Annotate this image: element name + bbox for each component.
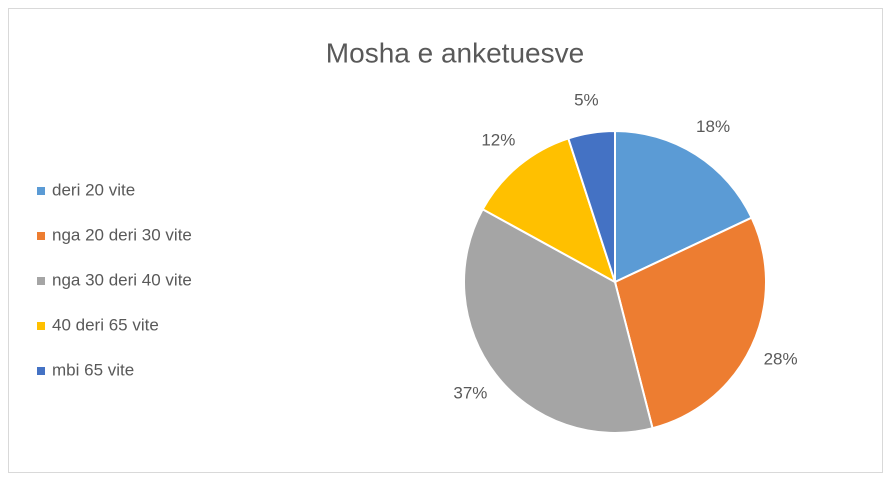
legend-label: 40 deri 65 vite [52,315,159,334]
pie-slice [481,137,617,285]
legend-label: nga 20 deri 30 vite [52,225,192,244]
data-label: 37% [453,384,487,403]
data-label: 28% [764,349,798,368]
legend-label: nga 30 deri 40 vite [52,270,192,289]
pie-slice [567,129,616,283]
pie-slice [463,207,654,434]
data-label: 5% [574,91,599,110]
pie-slice [614,129,753,284]
pie-slice [613,216,767,430]
legend-label: deri 20 vite [52,180,135,199]
chart-title: Mosha e anketuesve [326,37,584,68]
legend-swatch [37,277,45,285]
data-label: 12% [481,130,515,149]
legend-label: mbi 65 vite [52,360,134,379]
legend-swatch [37,367,45,375]
legend-swatch [37,187,45,195]
data-label: 18% [696,117,730,136]
legend-swatch [37,322,45,330]
legend-swatch [37,232,45,240]
